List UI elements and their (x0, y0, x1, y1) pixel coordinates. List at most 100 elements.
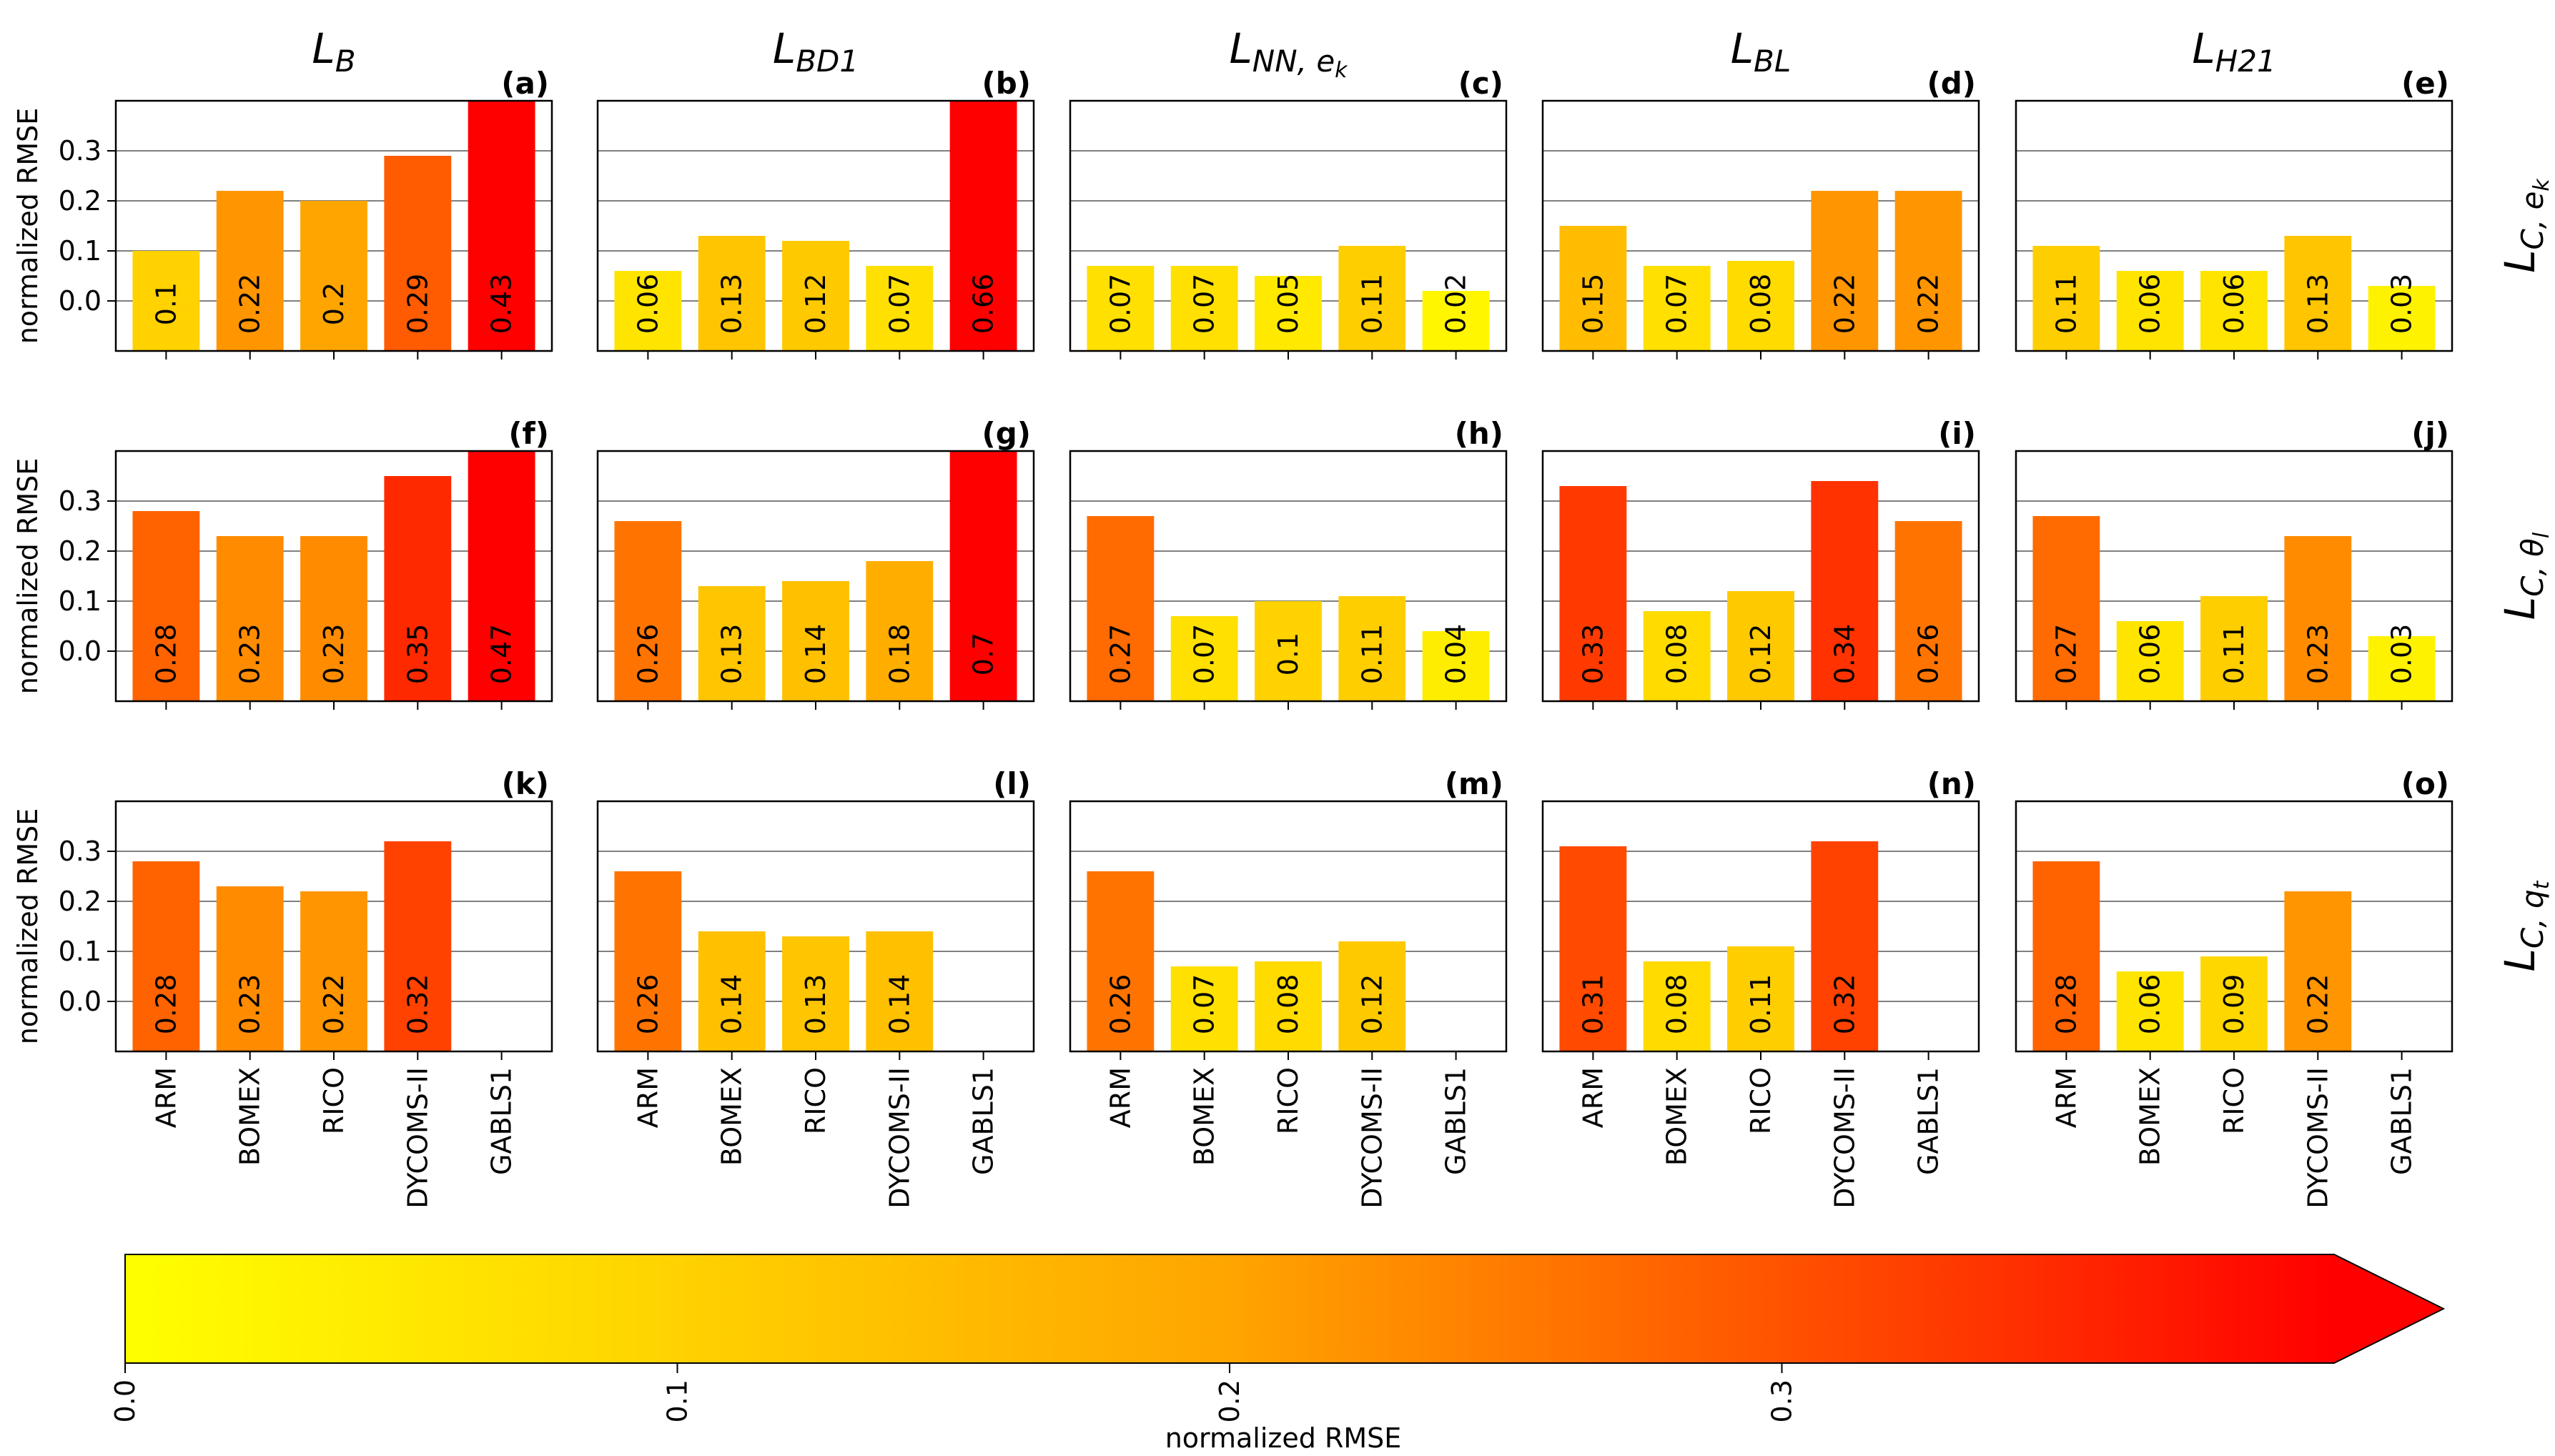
bar-dycoms-ii (384, 156, 452, 351)
bar-value-label: 0.26 (632, 624, 663, 685)
bar-value-label: 0.33 (1577, 624, 1608, 685)
bar-value-label: 0.26 (632, 974, 663, 1035)
bar-value-label: 0.22 (318, 974, 350, 1035)
bar-value-label: 0.06 (2135, 624, 2166, 685)
bar-value-label: 0.35 (402, 624, 433, 685)
bar-value-label: 0.12 (1745, 624, 1776, 685)
bar-value-label: 0.7 (968, 633, 999, 675)
bar-arm (132, 861, 200, 1051)
bar-rico (2200, 271, 2268, 351)
bar-value-label: 0.23 (318, 624, 350, 685)
column-title: LBD1 (773, 24, 859, 79)
bar-value-label: 0.06 (2218, 274, 2250, 335)
bar-dycoms-ii (866, 931, 934, 1051)
y-tick-label: 0.0 (59, 635, 102, 667)
colorbar-tick-label: 0.3 (1766, 1380, 1798, 1422)
bar-dycoms-ii (866, 266, 934, 351)
x-tick-label: ARM (632, 1067, 663, 1128)
colorbar: 0.0 0.1 0.2 0.3 normalized RMSE (109, 1254, 2446, 1454)
panel-l: 0.26 0.14 0.13 0.14 (l) ARM BOMEX RICO DYCOMS-II… (596, 766, 1035, 1209)
bar-value-label: 0.28 (2050, 974, 2082, 1035)
bar-value-label: 0.07 (1189, 624, 1220, 685)
x-tick-label: RICO (318, 1067, 350, 1134)
bar-value-label: 0.07 (1661, 274, 1693, 335)
x-tick-label: GABLS1 (968, 1067, 999, 1175)
x-tick-label: DYCOMS-II (2302, 1067, 2333, 1209)
x-tick-label: RICO (1745, 1067, 1776, 1134)
bar-value-label: 0.22 (2302, 974, 2333, 1035)
x-tick-label: ARM (150, 1067, 182, 1128)
bar-dycoms-ii (384, 841, 452, 1051)
panel-n: 0.31 0.08 0.11 0.32 (n) ARM BOMEX RICO DYCOMS-II… (1541, 766, 1980, 1209)
bar-rico (300, 891, 367, 1051)
bar-value-label: 0.23 (2302, 624, 2333, 685)
bar-value-label: 0.11 (2050, 274, 2082, 335)
bar-gabls1 (1422, 631, 1490, 701)
bar-arm (1559, 226, 1627, 351)
panel-i: 0.33 0.08 0.12 0.34 0.26 (i) (1541, 416, 1980, 710)
row-label: LC, θl (2496, 532, 2554, 620)
bar-rico (2200, 596, 2268, 701)
bar-value-label: 0.14 (800, 624, 831, 685)
bar-rico (782, 241, 849, 351)
bar-value-label: 0.03 (2386, 624, 2418, 685)
y-tick-label: 0.1 (59, 585, 102, 617)
bar-arm (1087, 516, 1155, 701)
panel-g: 0.26 0.13 0.14 0.18 0.7 (g) (596, 416, 1035, 710)
panel-o: 0.28 0.06 0.09 0.22 (o) ARM BOMEX RICO DYCOMS-II… (2015, 766, 2453, 1209)
bar-value-label: 0.06 (2135, 974, 2166, 1035)
y-axis-label: normalized RMSE (12, 108, 44, 345)
y-tick-label: 0.0 (59, 986, 102, 1017)
panel-id: (g) (982, 416, 1031, 451)
bar-value-label: 0.14 (884, 974, 915, 1035)
panel-e: 0.11 0.06 0.06 0.13 0.03 (e) (2015, 66, 2453, 360)
bar-arm (132, 251, 200, 351)
bar-arm (614, 871, 682, 1051)
x-tick-label: RICO (800, 1067, 831, 1134)
bar-gabls1 (2368, 636, 2436, 701)
bar-value-label: 0.12 (1356, 974, 1388, 1035)
panel-m: 0.26 0.07 0.08 0.12 (m) ARM BOMEX RICO DYCOMS-II… (1069, 766, 1508, 1209)
column-title: LH21 (2192, 24, 2275, 79)
bar-rico (1255, 601, 1322, 701)
bar-rico (300, 201, 367, 351)
panel-c: 0.07 0.07 0.05 0.11 0.02 (c) (1069, 66, 1508, 360)
bar-value-label: 0.13 (716, 624, 748, 685)
bar-value-label: 0.11 (1356, 624, 1388, 685)
bar-bomex (698, 586, 766, 701)
bar-dycoms-ii (1811, 481, 1879, 701)
bar-rico (1727, 591, 1794, 701)
bar-value-label: 0.08 (1745, 274, 1776, 335)
bar-rico (2200, 956, 2268, 1051)
x-tick-label: ARM (1577, 1067, 1608, 1128)
bar-gabls1 (468, 101, 535, 351)
panel-id: (j) (2411, 416, 2449, 451)
bar-value-label: 0.08 (1272, 974, 1304, 1035)
bar-value-label: 0.09 (2218, 974, 2250, 1035)
y-tick-label: 0.0 (59, 285, 102, 317)
colorbar-extend-arrow (2334, 1254, 2443, 1363)
bar-value-label: 0.22 (234, 274, 266, 335)
panel-id: (a) (501, 66, 549, 101)
bar-value-label: 0.11 (1356, 274, 1388, 335)
bar-bomex (698, 931, 766, 1051)
row-label: LC, qt (2496, 880, 2554, 971)
bar-value-label: 0.27 (1104, 624, 1136, 685)
bar-bomex (2116, 971, 2184, 1051)
bar-value-label: 0.08 (1661, 624, 1693, 685)
bar-bomex (216, 536, 284, 701)
bar-value-label: 0.66 (968, 274, 999, 335)
panel-id: (k) (502, 766, 549, 801)
bar-arm (2032, 246, 2100, 351)
y-tick-label: 0.3 (59, 135, 102, 167)
panel-id: (d) (1927, 66, 1976, 101)
bar-bomex (698, 236, 766, 351)
bar-value-label: 0.1 (150, 282, 182, 325)
bar-value-label: 0.06 (632, 274, 663, 335)
bar-value-label: 0.43 (486, 274, 518, 335)
bar-value-label: 0.27 (2050, 624, 2082, 685)
panel-d: 0.15 0.07 0.08 0.22 0.22 (d) (1541, 66, 1980, 360)
x-tick-label: DYCOMS-II (884, 1067, 915, 1209)
panel-id: (e) (2401, 66, 2449, 101)
bar-arm (614, 271, 682, 351)
